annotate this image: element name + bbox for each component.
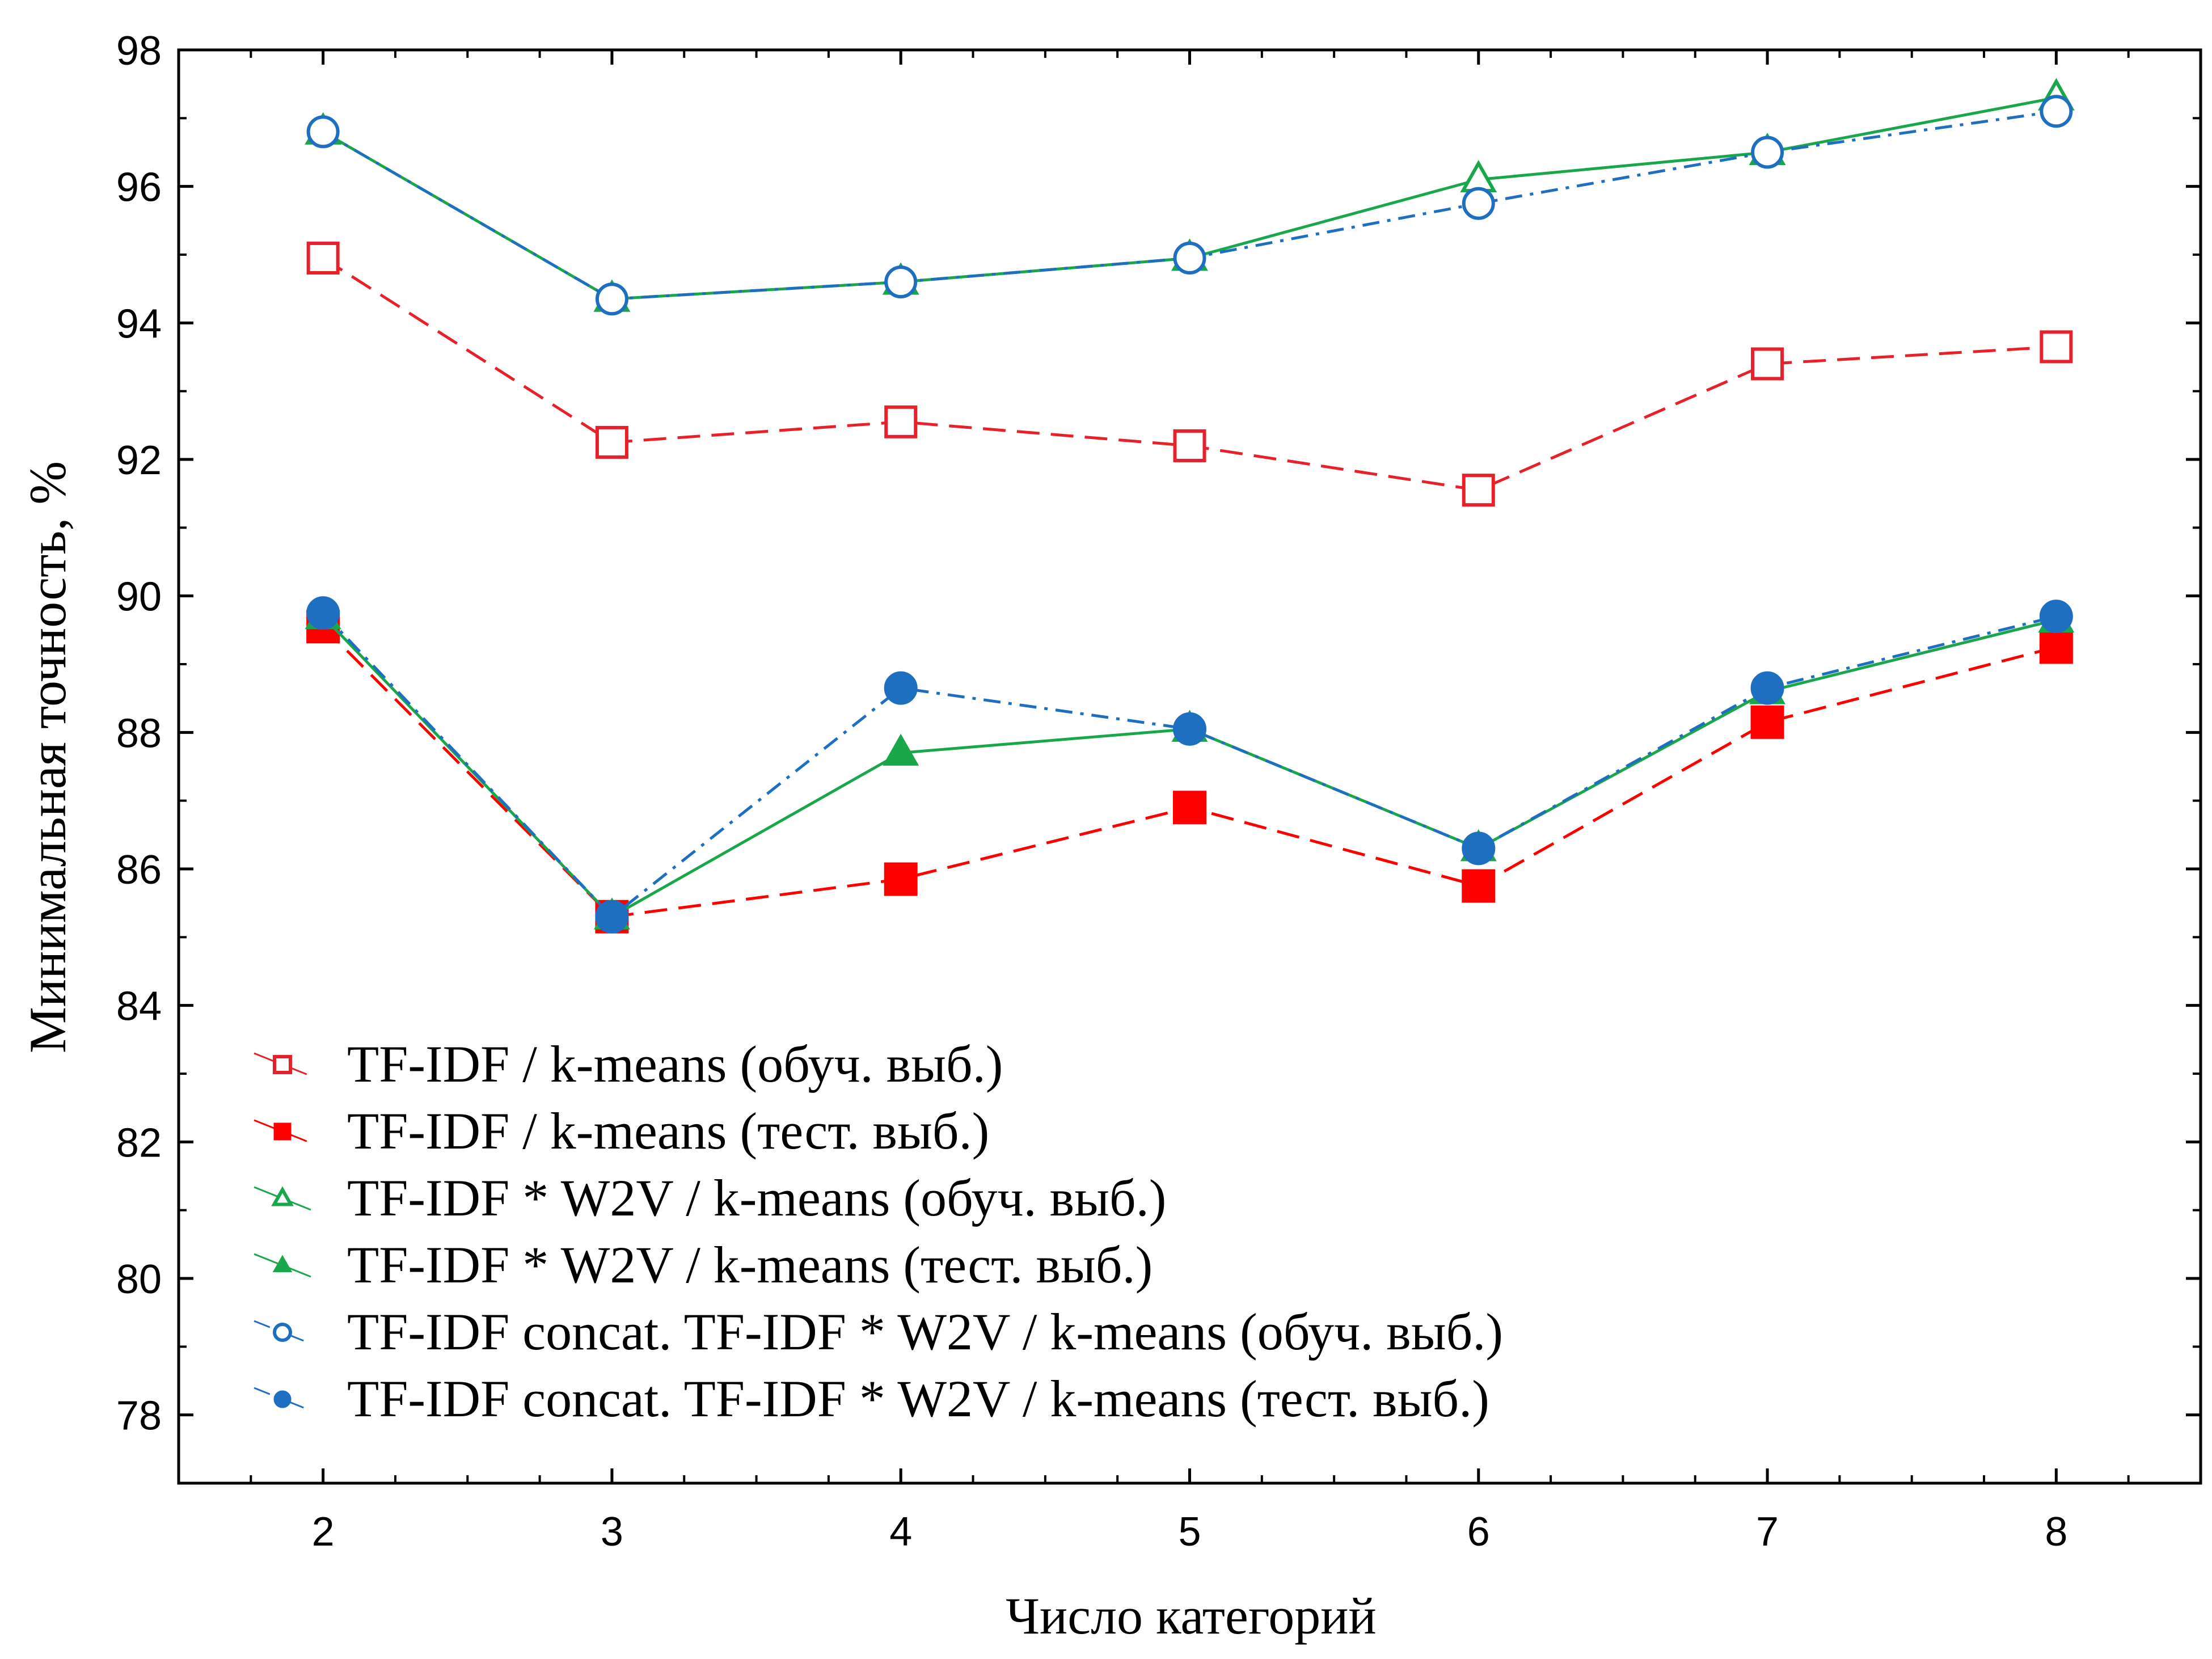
x-tick-label: 5 xyxy=(1178,1509,1201,1555)
legend-marker xyxy=(273,1122,292,1141)
y-tick-label: 84 xyxy=(116,984,162,1029)
x-axis-title: Число категорий xyxy=(1006,1587,1376,1645)
legend-swatch-line xyxy=(254,1320,311,1345)
data-point xyxy=(306,115,340,149)
legend-entry: TF-IDF concat. TF-IDF * W2V / k-means (т… xyxy=(254,1370,1489,1428)
series-line xyxy=(322,626,2057,918)
legend-swatch-line xyxy=(254,1119,311,1144)
data-point xyxy=(595,900,629,934)
x-tick-label: 7 xyxy=(1756,1509,1779,1555)
y-tick-label: 92 xyxy=(116,438,162,483)
data-point xyxy=(1173,791,1206,825)
data-point xyxy=(1460,159,1497,193)
legend-entry: TF-IDF * W2V / k-means (обуч. выб.) xyxy=(254,1169,1166,1227)
legend-swatch-line xyxy=(254,1052,311,1077)
y-tick-label: 82 xyxy=(116,1120,162,1166)
y-tick-label: 86 xyxy=(116,847,162,893)
legend-swatch-line xyxy=(254,1387,311,1412)
legend-label: TF-IDF / k-means (тест. выб.) xyxy=(347,1102,989,1160)
legend-label: TF-IDF concat. TF-IDF * W2V / k-means (о… xyxy=(347,1303,1503,1361)
series-line xyxy=(322,612,2057,919)
y-tick-label: 98 xyxy=(116,28,162,74)
data-point xyxy=(1173,429,1206,462)
data-point xyxy=(1750,705,1784,739)
legend-marker xyxy=(271,1186,294,1206)
legend-label: TF-IDF * W2V / k-means (обуч. выб.) xyxy=(347,1169,1166,1227)
data-point xyxy=(884,405,918,438)
data-point xyxy=(2039,600,2073,634)
series-6 xyxy=(306,596,2073,934)
legend-marker xyxy=(273,1055,292,1074)
series-line xyxy=(322,615,2057,919)
data-point xyxy=(1173,242,1206,275)
y-tick-label: 90 xyxy=(116,575,162,620)
legend-entry: TF-IDF concat. TF-IDF * W2V / k-means (о… xyxy=(254,1303,1503,1361)
data-point xyxy=(1462,187,1495,220)
y-tick-label: 88 xyxy=(116,711,162,756)
data-point xyxy=(595,282,628,316)
x-tick-label: 6 xyxy=(1467,1509,1490,1555)
x-tick-label: 3 xyxy=(601,1509,623,1555)
data-point xyxy=(1751,136,1784,169)
series-2 xyxy=(306,610,2073,934)
legend: TF-IDF / k-means (обуч. выб.) TF-IDF / k-… xyxy=(254,1035,1503,1428)
data-point xyxy=(595,425,628,459)
series-3 xyxy=(305,78,2075,312)
data-point xyxy=(884,862,918,896)
data-point xyxy=(2040,330,2073,364)
data-point xyxy=(1751,347,1784,381)
legend-marker xyxy=(273,1323,292,1342)
y-tick-label: 78 xyxy=(116,1394,162,1439)
x-tick-label: 4 xyxy=(889,1509,912,1555)
data-point xyxy=(1462,869,1496,903)
legend-entry: TF-IDF / k-means (тест. выб.) xyxy=(254,1102,989,1160)
data-point xyxy=(1750,671,1784,705)
data-point xyxy=(2039,630,2073,664)
series-1 xyxy=(306,242,2073,507)
legend-label: TF-IDF / k-means (обуч. выб.) xyxy=(347,1035,1003,1093)
legend-marker xyxy=(272,1255,293,1272)
y-axis-title: Минимальная точность, % xyxy=(19,461,77,1053)
x-tick-label: 2 xyxy=(312,1509,335,1555)
legend-entry: TF-IDF / k-means (обуч. выб.) xyxy=(254,1035,1003,1093)
x-tick-label: 8 xyxy=(2045,1509,2067,1555)
legend-label: TF-IDF * W2V / k-means (тест. выб.) xyxy=(347,1236,1153,1294)
data-point xyxy=(883,733,919,766)
legend-entry: TF-IDF * W2V / k-means (тест. выб.) xyxy=(254,1236,1153,1294)
y-tick-label: 80 xyxy=(116,1257,162,1302)
data-point xyxy=(2040,95,2073,128)
data-point xyxy=(1462,831,1496,866)
series-4 xyxy=(305,597,2075,930)
data-point xyxy=(306,596,340,630)
data-point xyxy=(884,671,918,705)
legend-label: TF-IDF concat. TF-IDF * W2V / k-means (т… xyxy=(347,1370,1489,1428)
data-point xyxy=(884,265,918,299)
data-point xyxy=(1173,712,1206,746)
series-layer xyxy=(305,78,2075,934)
y-tick-label: 96 xyxy=(116,165,162,210)
series-5 xyxy=(306,95,2073,316)
data-point xyxy=(306,242,340,275)
legend-marker xyxy=(273,1390,292,1408)
data-point xyxy=(1462,474,1495,507)
y-tick-label: 94 xyxy=(116,301,162,347)
